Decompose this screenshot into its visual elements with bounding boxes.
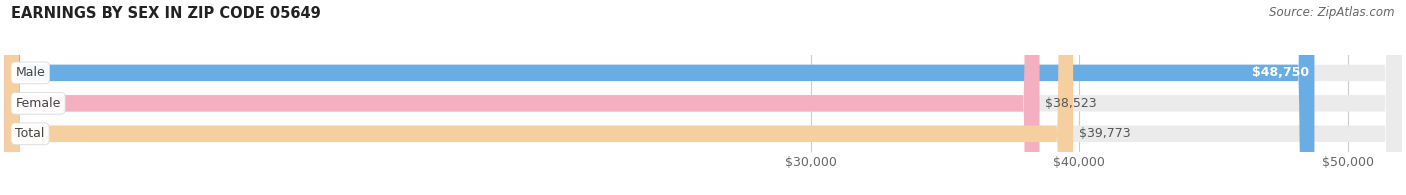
FancyBboxPatch shape: [4, 0, 1073, 195]
FancyBboxPatch shape: [4, 0, 1402, 195]
FancyBboxPatch shape: [4, 0, 1039, 195]
Text: $48,750: $48,750: [1251, 66, 1309, 79]
Text: Source: ZipAtlas.com: Source: ZipAtlas.com: [1270, 6, 1395, 19]
Text: $39,773: $39,773: [1078, 127, 1130, 140]
Text: Total: Total: [15, 127, 45, 140]
FancyBboxPatch shape: [4, 0, 1315, 195]
FancyBboxPatch shape: [4, 0, 1402, 195]
Text: Female: Female: [15, 97, 60, 110]
Text: EARNINGS BY SEX IN ZIP CODE 05649: EARNINGS BY SEX IN ZIP CODE 05649: [11, 6, 321, 21]
Text: $38,523: $38,523: [1045, 97, 1097, 110]
Text: Male: Male: [15, 66, 45, 79]
FancyBboxPatch shape: [4, 0, 1402, 195]
